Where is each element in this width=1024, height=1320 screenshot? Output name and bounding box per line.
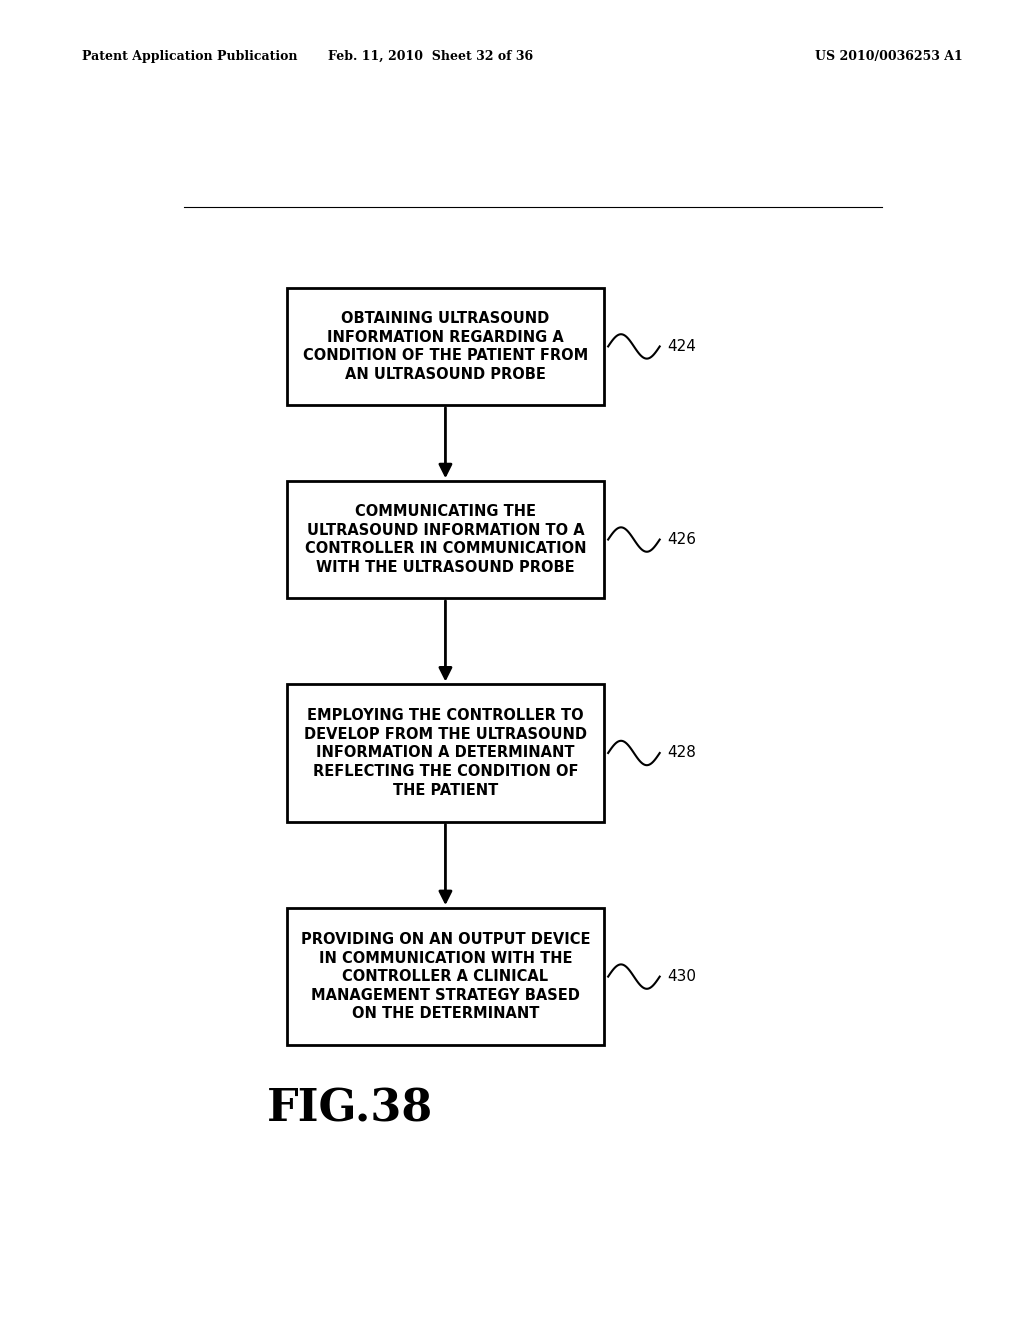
- Bar: [287, 684, 604, 821]
- Text: Patent Application Publication: Patent Application Publication: [82, 50, 297, 63]
- Text: US 2010/0036253 A1: US 2010/0036253 A1: [815, 50, 963, 63]
- Text: OBTAINING ULTRASOUND
INFORMATION REGARDING A
CONDITION OF THE PATIENT FROM
AN UL: OBTAINING ULTRASOUND INFORMATION REGARDI…: [303, 312, 588, 381]
- Text: COMMUNICATING THE
ULTRASOUND INFORMATION TO A
CONTROLLER IN COMMUNICATION
WITH T: COMMUNICATING THE ULTRASOUND INFORMATION…: [305, 504, 586, 576]
- Bar: [287, 288, 604, 405]
- Bar: [287, 480, 604, 598]
- Text: FIG.38: FIG.38: [267, 1088, 433, 1130]
- Text: Feb. 11, 2010  Sheet 32 of 36: Feb. 11, 2010 Sheet 32 of 36: [328, 50, 532, 63]
- Text: EMPLOYING THE CONTROLLER TO
DEVELOP FROM THE ULTRASOUND
INFORMATION A DETERMINAN: EMPLOYING THE CONTROLLER TO DEVELOP FROM…: [304, 709, 587, 797]
- Text: 424: 424: [668, 339, 696, 354]
- Text: 426: 426: [668, 532, 696, 546]
- Text: PROVIDING ON AN OUTPUT DEVICE
IN COMMUNICATION WITH THE
CONTROLLER A CLINICAL
MA: PROVIDING ON AN OUTPUT DEVICE IN COMMUNI…: [301, 932, 590, 1022]
- Text: 428: 428: [668, 746, 696, 760]
- Text: 430: 430: [668, 969, 696, 985]
- Bar: [287, 908, 604, 1045]
